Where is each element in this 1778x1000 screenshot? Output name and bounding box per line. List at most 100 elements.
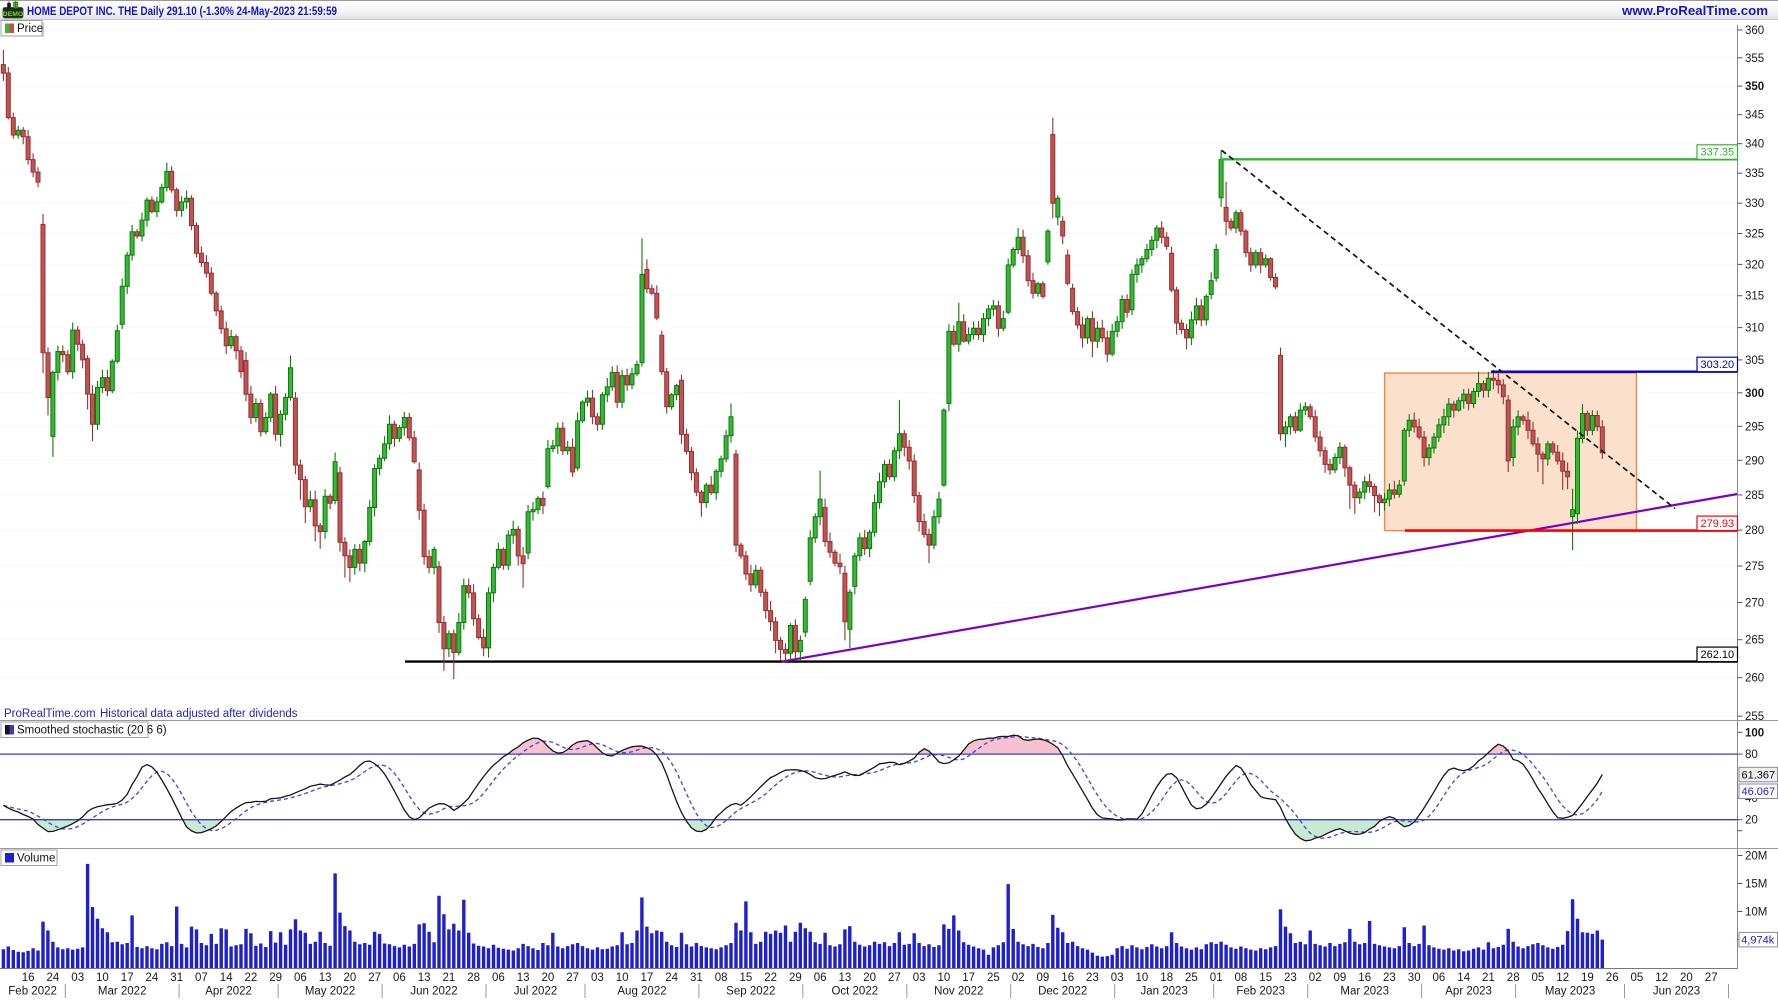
svg-text:20: 20 [1745,815,1758,827]
svg-text:14: 14 [220,972,233,984]
svg-text:02: 02 [1012,972,1025,984]
svg-text:300: 300 [1745,388,1764,400]
svg-text:10: 10 [96,972,109,984]
svg-text:255: 255 [1745,711,1764,723]
svg-text:Mar 2022: Mar 2022 [98,986,147,998]
svg-text:27: 27 [888,972,901,984]
svg-text:345: 345 [1745,110,1764,122]
svg-text:260: 260 [1745,673,1764,685]
svg-text:29: 29 [789,972,802,984]
svg-text:09: 09 [1037,972,1050,984]
svg-text:18: 18 [1160,972,1173,984]
svg-text:Nov 2022: Nov 2022 [934,986,983,998]
svg-text:17: 17 [641,972,654,984]
svg-text:Mar 2023: Mar 2023 [1340,986,1389,998]
svg-text:Price: Price [17,23,43,35]
svg-text:61.367: 61.367 [1742,769,1776,781]
svg-text:24: 24 [146,972,159,984]
svg-text:25: 25 [1185,972,1198,984]
svg-text:09: 09 [1334,972,1347,984]
svg-text:May 2022: May 2022 [305,986,356,998]
svg-text:20: 20 [1680,972,1693,984]
svg-text:350: 350 [1745,81,1764,93]
svg-text:20M: 20M [1745,851,1767,863]
svg-text:16: 16 [1358,972,1371,984]
svg-text:29: 29 [269,972,282,984]
svg-text:12: 12 [1655,972,1668,984]
svg-text:16: 16 [1061,972,1074,984]
svg-text:325: 325 [1745,229,1764,241]
svg-text:24: 24 [665,972,678,984]
svg-text:27: 27 [1705,972,1718,984]
svg-text:Jun 2022: Jun 2022 [410,986,457,998]
svg-text:23: 23 [1086,972,1099,984]
svg-text:DEMO: DEMO [3,11,23,18]
svg-text:295: 295 [1745,421,1764,433]
svg-text:28: 28 [467,972,480,984]
svg-text:13: 13 [517,972,530,984]
svg-text:HOME DEPOT INC. THE Daily 291.: HOME DEPOT INC. THE Daily 291.10 (-1.30%… [27,4,337,18]
svg-text:13: 13 [418,972,431,984]
svg-text:21: 21 [1482,972,1495,984]
svg-text:07: 07 [195,972,208,984]
svg-text:10: 10 [938,972,951,984]
svg-text:14: 14 [1457,972,1470,984]
svg-text:270: 270 [1745,598,1764,610]
svg-text:03: 03 [913,972,926,984]
svg-text:22: 22 [764,972,777,984]
svg-text:06: 06 [294,972,307,984]
svg-text:Feb 2022: Feb 2022 [8,986,57,998]
svg-text:20: 20 [344,972,357,984]
svg-text:27: 27 [566,972,579,984]
svg-text:80: 80 [1745,749,1758,761]
svg-text:17: 17 [121,972,134,984]
svg-text:Apr 2022: Apr 2022 [205,986,252,998]
svg-text:05: 05 [1532,972,1545,984]
svg-text:320: 320 [1745,259,1764,271]
svg-text:06: 06 [814,972,827,984]
svg-text:08: 08 [715,972,728,984]
svg-text:100: 100 [1745,727,1764,739]
svg-text:275: 275 [1745,561,1764,573]
svg-text:05: 05 [1631,972,1644,984]
svg-text:ProRealTime.com: ProRealTime.com [4,708,96,720]
svg-text:310: 310 [1745,323,1764,335]
svg-text:20: 20 [863,972,876,984]
svg-text:23: 23 [1383,972,1396,984]
svg-text:24: 24 [47,972,60,984]
svg-text:Historical data adjusted after: Historical data adjusted after dividends [100,708,298,720]
svg-text:03: 03 [1111,972,1124,984]
svg-text:31: 31 [170,972,183,984]
svg-text:12: 12 [1556,972,1569,984]
svg-text:21: 21 [443,972,456,984]
svg-text:13: 13 [839,972,852,984]
svg-text:22: 22 [245,972,258,984]
svg-text:Jul 2022: Jul 2022 [514,986,557,998]
svg-text:28: 28 [1507,972,1520,984]
svg-text:280: 280 [1745,525,1764,537]
svg-text:16: 16 [22,972,35,984]
svg-text:265: 265 [1745,635,1764,647]
svg-text:10: 10 [616,972,629,984]
svg-text:23: 23 [1284,972,1297,984]
svg-text:355: 355 [1745,53,1764,65]
svg-text:285: 285 [1745,490,1764,502]
svg-text:May 2023: May 2023 [1545,986,1596,998]
svg-text:19: 19 [1581,972,1594,984]
svg-text:27: 27 [368,972,381,984]
svg-text:10M: 10M [1745,907,1767,919]
svg-text:330: 330 [1745,198,1764,210]
svg-text:Sep 2022: Sep 2022 [726,986,775,998]
svg-text:Smoothed stochastic (20 6 6): Smoothed stochastic (20 6 6) [17,725,167,737]
svg-text:315: 315 [1745,291,1764,303]
svg-text:340: 340 [1745,139,1764,151]
svg-text:Aug 2022: Aug 2022 [617,986,666,998]
svg-text:www.ProRealTime.com: www.ProRealTime.com [1621,4,1768,18]
svg-text:Jan 2023: Jan 2023 [1141,986,1188,998]
svg-text:08: 08 [1235,972,1248,984]
svg-text:279.93: 279.93 [1700,518,1734,530]
svg-text:15: 15 [740,972,753,984]
svg-text:305: 305 [1745,355,1764,367]
svg-text:Oct 2022: Oct 2022 [831,986,878,998]
svg-text:20: 20 [542,972,555,984]
